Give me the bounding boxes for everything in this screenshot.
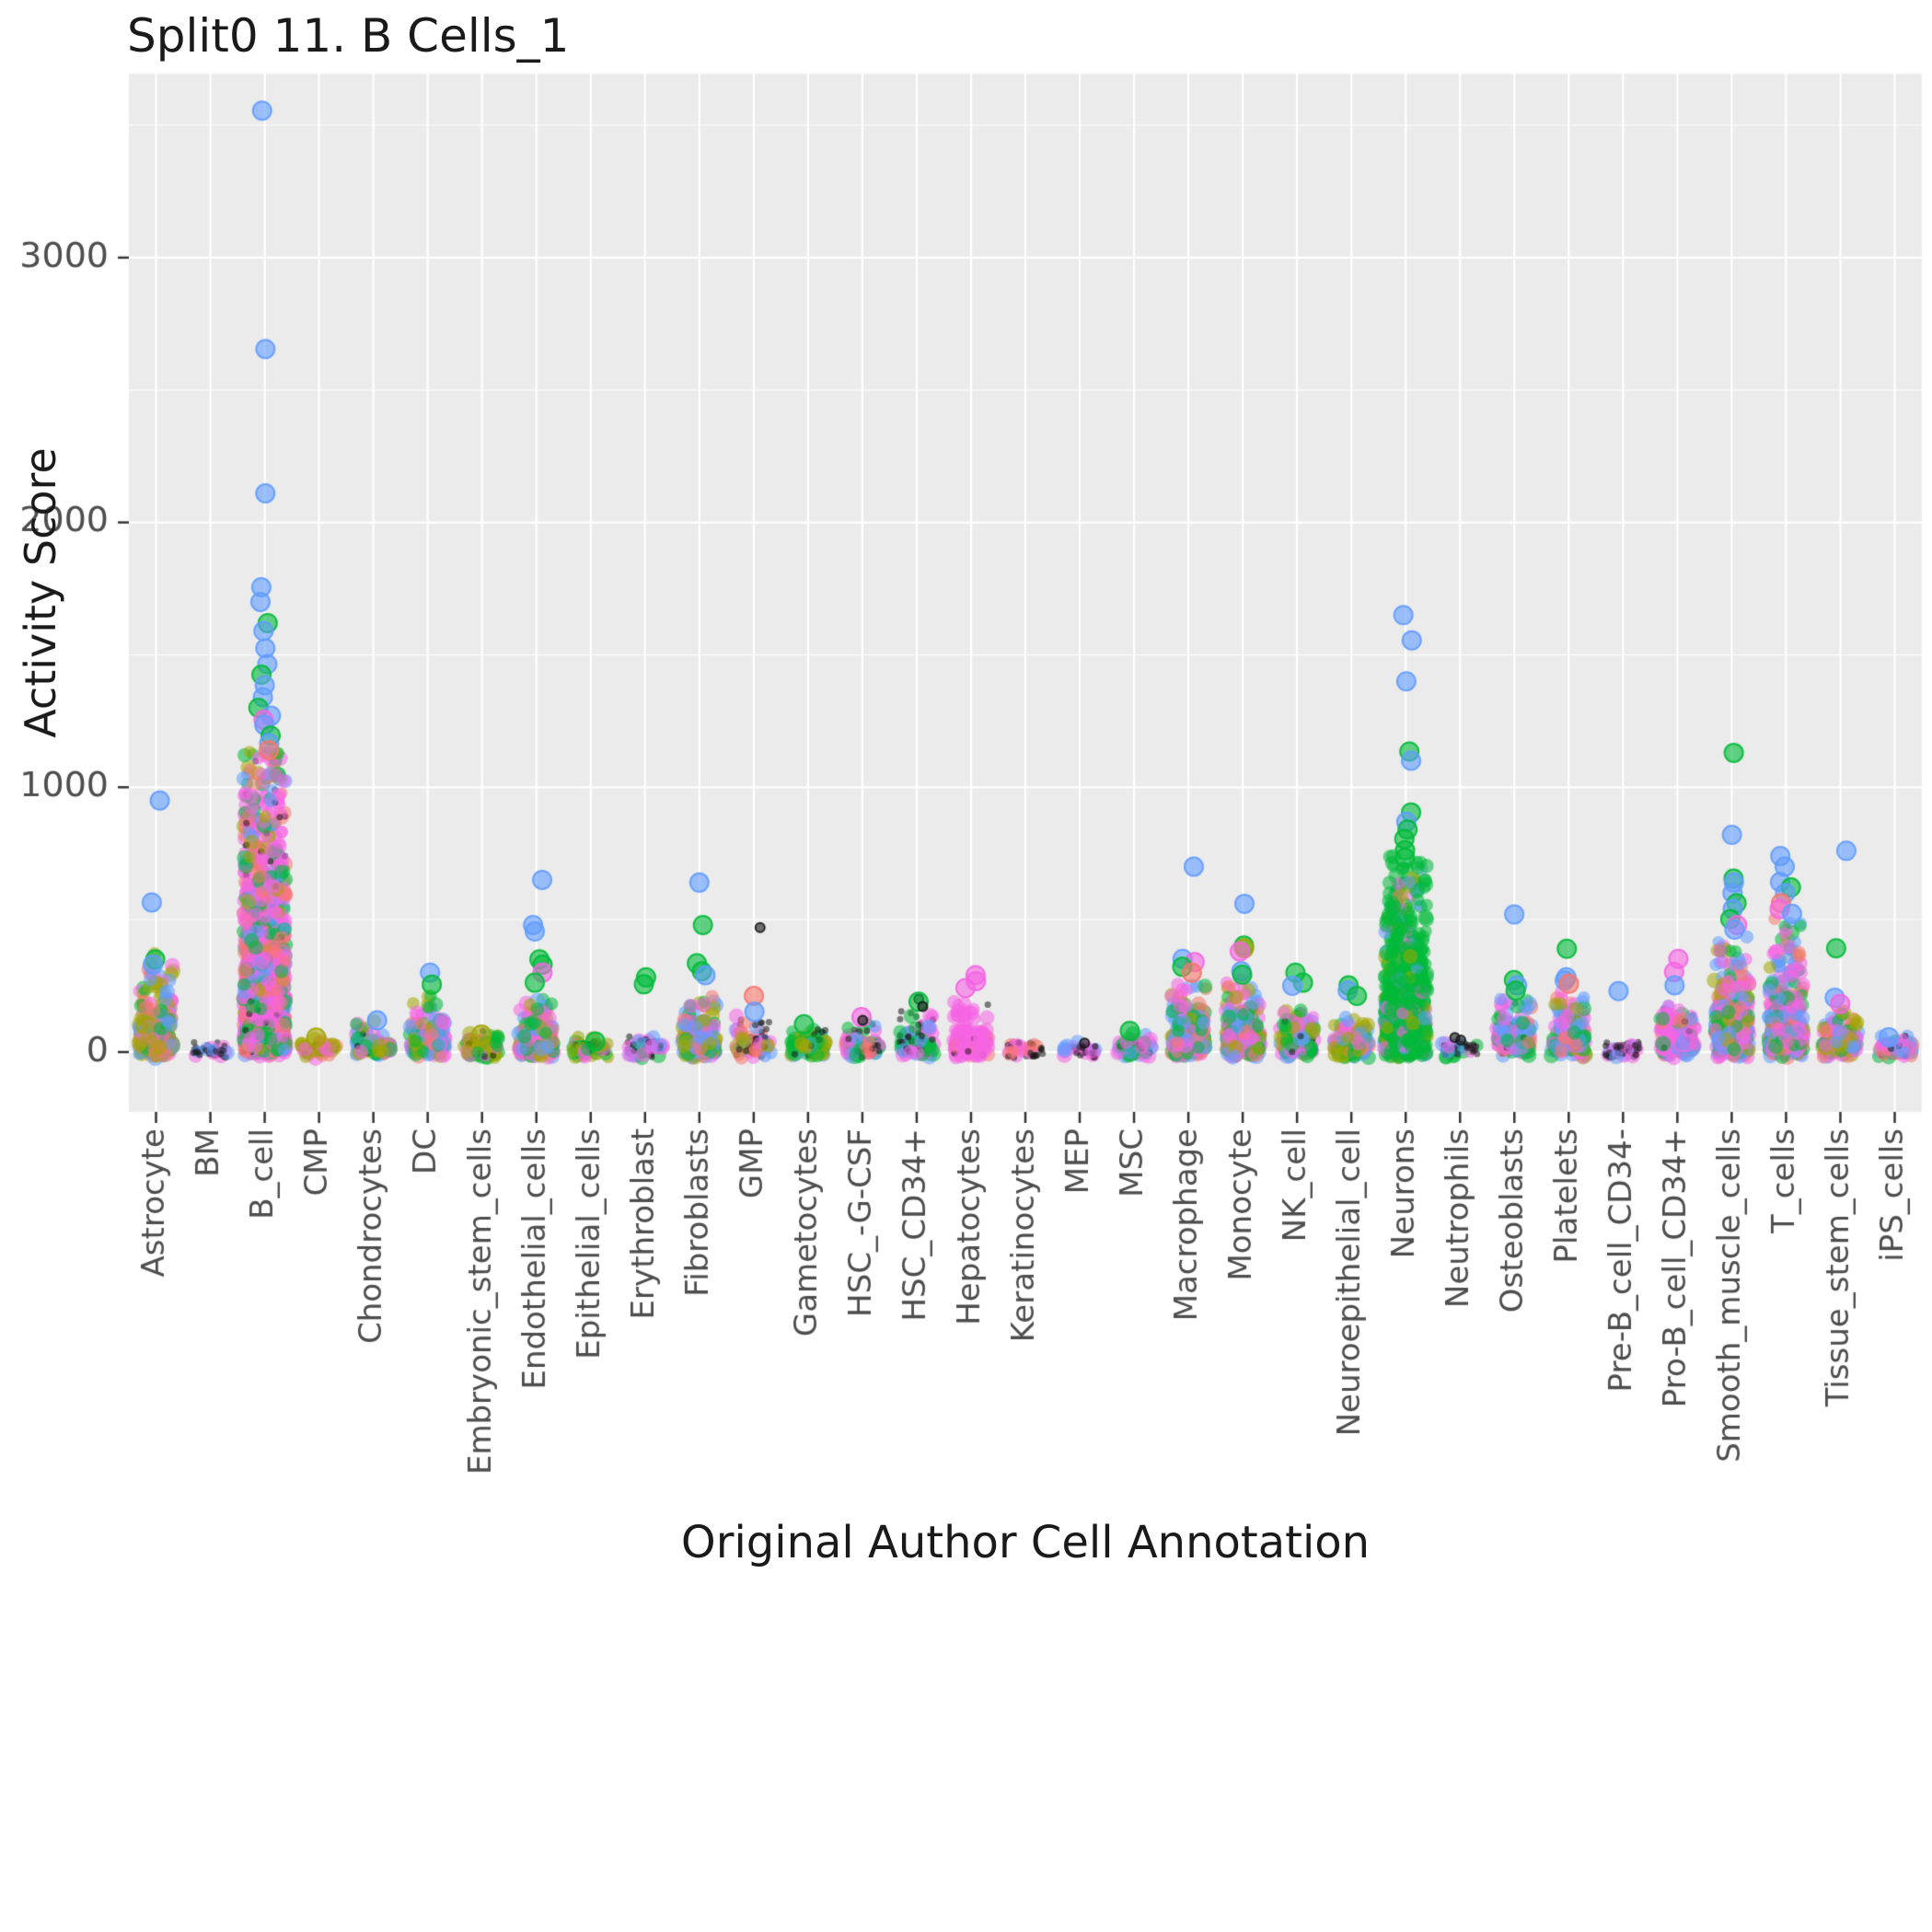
x-axis-title: Original Author Cell Annotation (680, 1517, 1371, 1568)
plot-title: Split0 11. B Cells_1 (127, 9, 570, 63)
y-axis-title: Activity Score (16, 447, 65, 738)
